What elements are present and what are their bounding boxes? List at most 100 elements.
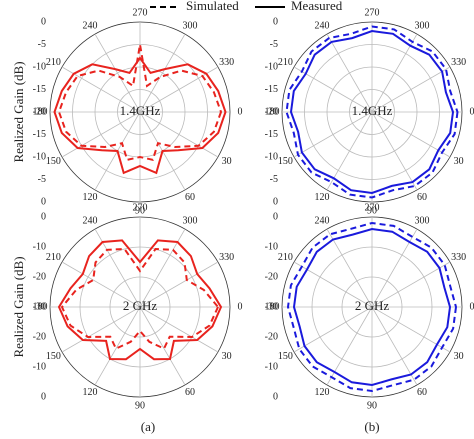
spoke <box>293 66 373 113</box>
r-tick-label: -20 <box>33 331 46 342</box>
angle-label: 60 <box>185 387 195 398</box>
angle-label: 120 <box>315 387 330 398</box>
spoke <box>61 306 141 353</box>
panel-label: (b) <box>364 419 379 434</box>
angle-label: 30 <box>454 351 464 362</box>
angle-label: 150 <box>278 351 293 362</box>
spoke <box>371 306 451 353</box>
angle-label: 60 <box>417 387 427 398</box>
angle-label: 300 <box>415 21 430 32</box>
spoke <box>371 33 418 113</box>
angle-label: 270 <box>133 202 148 213</box>
angle-label: 60 <box>417 192 427 203</box>
angle-label: 240 <box>83 21 98 32</box>
angle-label: 30 <box>222 156 232 167</box>
angle-label: 60 <box>185 192 195 203</box>
angle-label: 330 <box>451 57 466 68</box>
r-tick-label: -10 <box>265 61 278 72</box>
spoke <box>61 66 141 113</box>
angle-label: 0 <box>238 106 243 117</box>
angle-label: 210 <box>278 57 293 68</box>
angle-label: 270 <box>365 202 380 213</box>
angle-label: 240 <box>315 216 330 227</box>
angle-label: 0 <box>238 301 243 312</box>
r-tick-label: -15 <box>265 129 278 140</box>
spoke <box>326 228 373 308</box>
angle-label: 330 <box>219 252 234 263</box>
r-tick-label: -10 <box>265 151 278 162</box>
spoke <box>94 306 141 386</box>
r-tick-label: -5 <box>270 174 278 185</box>
r-tick-label: -10 <box>33 61 46 72</box>
r-tick-label: -20 <box>33 106 46 117</box>
r-tick-label: -5 <box>270 39 278 50</box>
series-line <box>286 221 458 393</box>
angle-label: 180 <box>265 106 280 117</box>
r-tick-label: 0 <box>41 391 46 402</box>
angle-label: 120 <box>315 192 330 203</box>
series-line <box>60 247 220 350</box>
r-tick-label: -5 <box>38 39 46 50</box>
spoke <box>61 261 141 308</box>
spoke <box>371 111 451 158</box>
series-line <box>285 25 459 199</box>
angle-label: 90 <box>367 400 377 411</box>
r-tick-label: -20 <box>33 271 46 282</box>
r-tick-label: -15 <box>265 84 278 95</box>
angle-label: 30 <box>454 156 464 167</box>
angle-label: 330 <box>219 57 234 68</box>
spoke <box>293 111 373 158</box>
angle-label: 180 <box>265 301 280 312</box>
spoke <box>371 228 418 308</box>
r-tick-label: 0 <box>273 211 278 222</box>
r-tick-label: -30 <box>33 301 46 312</box>
spoke <box>61 111 141 158</box>
r-tick-label: -10 <box>265 241 278 252</box>
r-tick-label: 0 <box>41 196 46 207</box>
r-tick-label: -10 <box>265 361 278 372</box>
angle-label: 240 <box>83 216 98 227</box>
angle-label: 150 <box>46 351 61 362</box>
r-tick-label: -5 <box>38 174 46 185</box>
spoke <box>139 66 219 113</box>
r-tick-label: -10 <box>33 361 46 372</box>
r-tick-label: -10 <box>33 151 46 162</box>
r-tick-label: -20 <box>265 271 278 282</box>
r-tick-label: 0 <box>273 391 278 402</box>
r-tick-label: 0 <box>273 16 278 27</box>
angle-label: 180 <box>33 301 48 312</box>
angle-label: 240 <box>315 21 330 32</box>
angle-label: 30 <box>222 351 232 362</box>
angle-label: 300 <box>183 216 198 227</box>
angle-label: 90 <box>135 205 145 216</box>
spoke <box>326 111 373 191</box>
angle-label: 120 <box>83 387 98 398</box>
spoke <box>139 306 186 386</box>
spoke <box>371 111 418 191</box>
angle-label: 270 <box>133 7 148 18</box>
series-line <box>53 56 227 175</box>
r-tick-label: -15 <box>33 129 46 140</box>
spoke <box>139 306 219 353</box>
angle-label: 180 <box>33 106 48 117</box>
angle-label: 210 <box>278 252 293 263</box>
r-tick-label: 0 <box>41 16 46 27</box>
spoke <box>139 261 219 308</box>
legend-label: Simulated <box>186 0 239 13</box>
angle-label: 300 <box>415 216 430 227</box>
r-tick-label: 0 <box>41 211 46 222</box>
r-tick-label: 0 <box>273 196 278 207</box>
angle-label: 0 <box>470 301 474 312</box>
angle-label: 210 <box>46 57 61 68</box>
center-text: 2 GHz <box>123 298 158 313</box>
spoke <box>139 33 186 113</box>
r-tick-label: -20 <box>265 331 278 342</box>
spoke <box>371 261 451 308</box>
y-axis-label: Realized Gain (dB) <box>11 61 26 162</box>
panel-label: (a) <box>141 419 155 434</box>
center-text: 1.4GHz <box>120 103 161 118</box>
r-tick-label: -15 <box>33 84 46 95</box>
angle-label: 150 <box>278 156 293 167</box>
angle-label: 90 <box>135 400 145 411</box>
